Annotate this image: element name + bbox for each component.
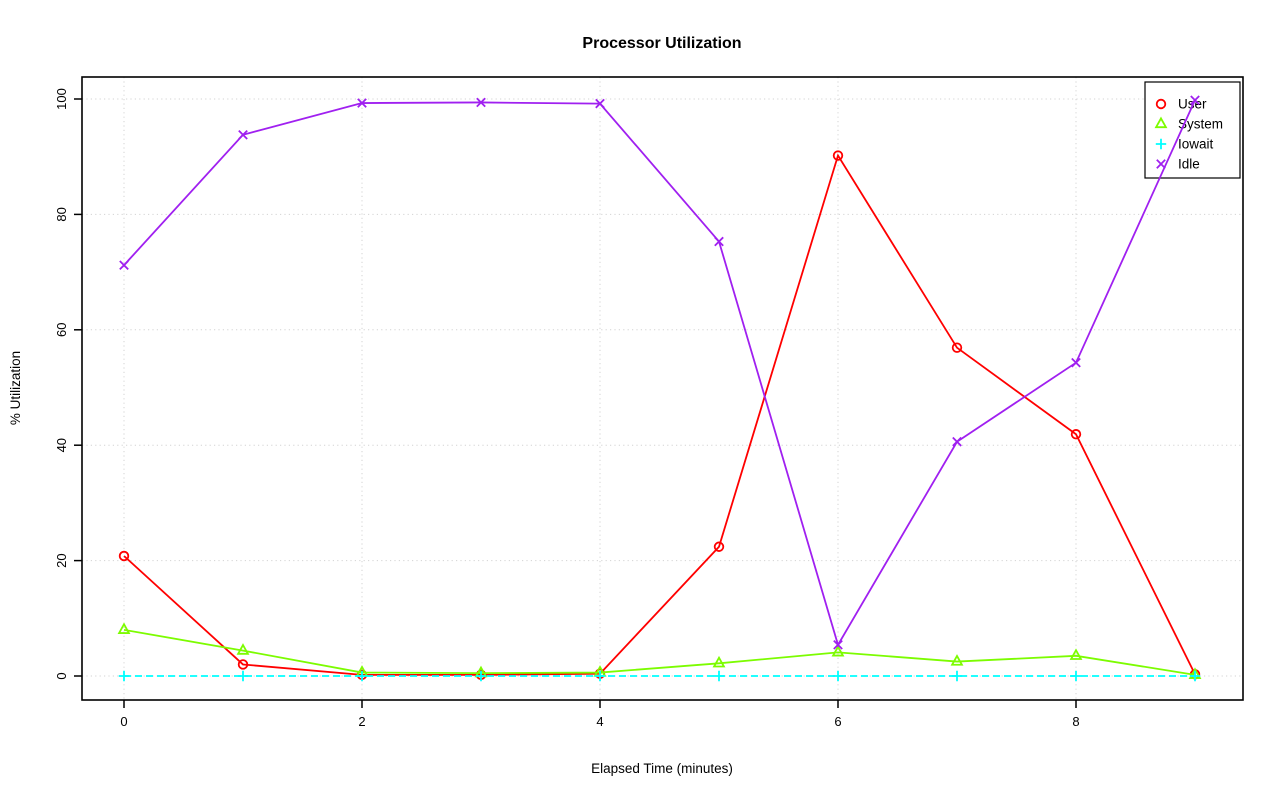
plus-marker [713,670,725,682]
triangle-marker [950,654,964,666]
plus-marker [951,670,963,682]
triangle-marker [712,655,726,668]
series-lines [117,95,1202,682]
y-tick-label: 100 [54,88,69,110]
circle-marker [832,150,844,161]
triangle-marker [831,644,845,657]
triangle-marker [1154,116,1168,129]
y-tick-label: 80 [54,207,69,221]
x-marker [357,98,367,108]
chart-title: Processor Utilization [582,35,741,52]
legend-label: Idle [1178,157,1200,172]
legend-label: System [1178,117,1223,132]
x-marker [476,97,486,108]
x-axis: 0 2 4 6 8 [120,700,1080,729]
plus-marker [118,670,130,682]
x-tick-label: 2 [358,714,365,729]
x-marker [833,640,843,650]
circle-marker [713,541,725,552]
x-marker [595,98,605,109]
plus-marker [237,670,249,682]
x-marker [714,236,724,247]
plus-marker [1155,138,1167,150]
triangle-marker [117,622,131,634]
y-axis: 0 20 40 60 80 100 [54,88,82,680]
y-tick-label: 0 [54,672,69,679]
x-marker [1156,159,1166,169]
plus-marker [356,670,368,682]
x-tick-label: 8 [1072,714,1079,729]
x-tick-label: 6 [834,714,841,729]
triangle-marker [236,643,250,655]
circle-marker [118,550,130,562]
plus-marker [594,670,606,682]
plot-border [81,76,1244,701]
y-tick-label: 20 [54,553,69,567]
x-marker [952,436,962,447]
user-line [123,153,1196,676]
y-tick-label: 60 [54,323,69,337]
x-marker [119,260,129,271]
circle-marker [1155,98,1167,110]
triangle-marker [1069,648,1083,660]
plus-marker [832,670,844,682]
x-marker [238,129,248,140]
y-tick-label: 40 [54,438,69,452]
y-axis-label: % Utilization [8,351,23,425]
x-tick-label: 4 [596,714,603,729]
x-marker [1190,95,1200,105]
plus-marker [475,670,487,682]
x-axis-label: Elapsed Time (minutes) [591,761,733,776]
plus-marker [1070,670,1082,682]
circle-marker [237,659,249,670]
idle-line [123,99,1196,648]
circle-marker [951,342,963,353]
x-tick-label: 0 [120,714,127,729]
system-line [123,628,1196,676]
legend-label: Iowait [1178,137,1214,152]
x-marker [1071,357,1081,368]
circle-marker [1070,429,1082,440]
plus-marker [1189,670,1201,682]
